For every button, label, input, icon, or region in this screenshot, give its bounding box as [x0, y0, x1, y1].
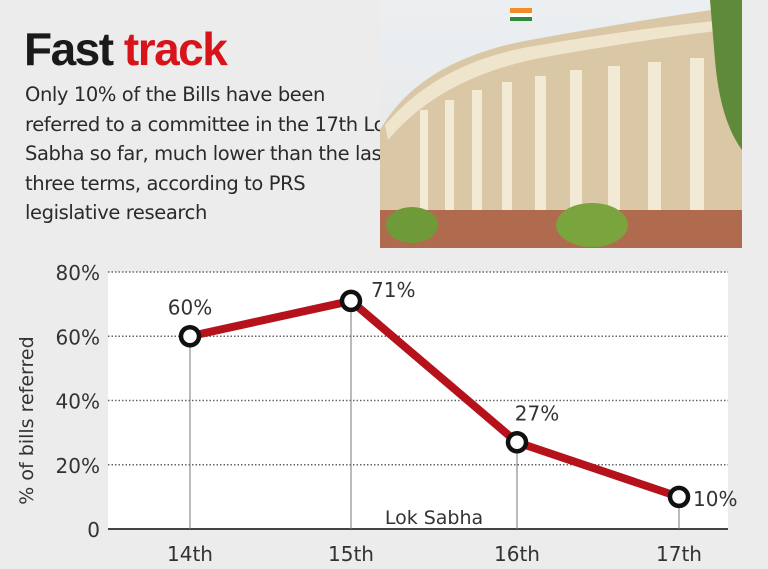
line-chart: 0 20% 40% 60% 80% % of bills referred Lok Sabh…: [16, 261, 737, 566]
y-tick-label: 60%: [56, 325, 100, 349]
x-tick-label: 17th: [656, 542, 702, 566]
headline: Fast track: [24, 22, 228, 76]
parliament-photo: [380, 0, 742, 248]
data-point: [505, 431, 529, 454]
headline-part1: Fast: [24, 23, 114, 75]
y-tick-label: 40%: [56, 390, 100, 414]
plot-area: [108, 272, 728, 529]
data-label: 60%: [168, 295, 212, 319]
x-axis-label: Lok Sabha: [385, 507, 483, 529]
columns: [420, 58, 704, 223]
x-tick-label: 16th: [494, 542, 540, 566]
series-line: [189, 296, 681, 501]
data-label: 27%: [515, 401, 559, 425]
y-tick-label: 20%: [56, 454, 100, 478]
x-tick-label: 15th: [328, 542, 374, 566]
y-axis-label: % of bills referred: [16, 336, 38, 504]
y-tick-label: 80%: [56, 261, 100, 285]
y-tick-label: 0: [87, 518, 100, 542]
subtitle: Only 10% of the Bills have been referred…: [25, 83, 397, 224]
headline-accent: track: [123, 23, 228, 75]
x-tick-label: 14th: [167, 542, 213, 566]
data-point: [178, 325, 202, 348]
data-point: [667, 485, 691, 509]
data-label: 71%: [371, 278, 415, 302]
data-label: 10%: [693, 487, 737, 511]
data-point: [339, 289, 363, 313]
